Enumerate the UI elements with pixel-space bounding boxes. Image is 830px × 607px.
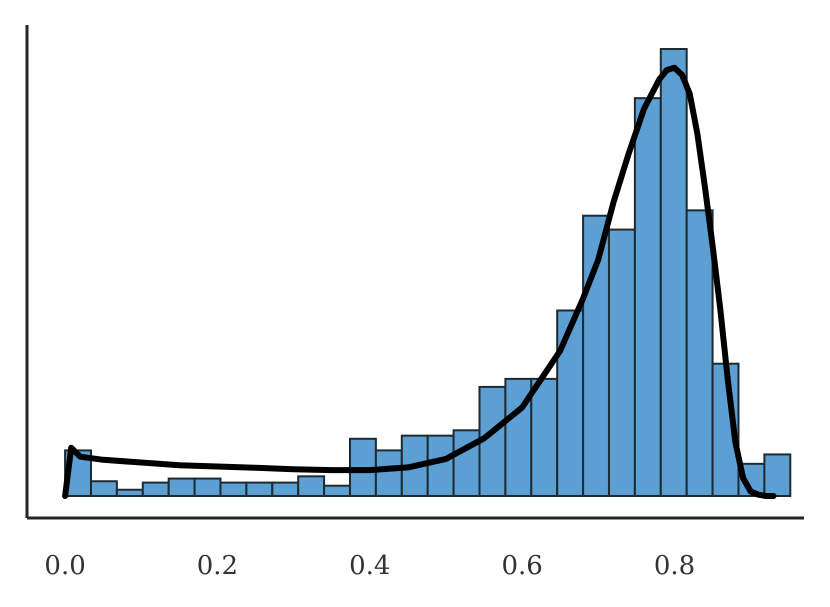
x-tick-label-0: 0.0 — [44, 551, 85, 581]
histogram-bar-8 — [271, 481, 300, 497]
histogram-bar-27 — [763, 453, 792, 497]
histogram-bar-7 — [245, 481, 274, 497]
histogram-bar-9 — [297, 475, 326, 497]
histogram-bar-4 — [167, 477, 196, 497]
histogram-bar-5 — [193, 477, 222, 497]
x-tick-label-3: 0.6 — [501, 551, 542, 581]
histogram-bar-18 — [530, 377, 559, 497]
histogram-bar-14 — [426, 434, 455, 497]
histogram-bar-23 — [659, 48, 688, 497]
histogram-bar-22 — [633, 97, 662, 497]
histogram-bar-3 — [141, 481, 170, 497]
x-tick-label-1: 0.2 — [197, 551, 238, 581]
histogram-bar-24 — [685, 209, 714, 497]
x-tick-label-2: 0.4 — [349, 551, 390, 581]
histogram-bar-6 — [219, 481, 248, 497]
histogram-bars — [64, 48, 792, 498]
x-tick-label-4: 0.8 — [654, 551, 695, 581]
x-axis-ticks: 0.0 0.2 0.4 0.6 0.8 — [44, 551, 695, 581]
histogram-bar-21 — [607, 228, 636, 497]
histogram-bar-12 — [374, 449, 403, 498]
density-curve — [62, 64, 777, 499]
histogram-bar-1 — [89, 480, 118, 497]
histogram-bar-19 — [556, 309, 585, 497]
histogram-bar-10 — [323, 484, 351, 497]
histogram-bar-2 — [115, 488, 144, 498]
